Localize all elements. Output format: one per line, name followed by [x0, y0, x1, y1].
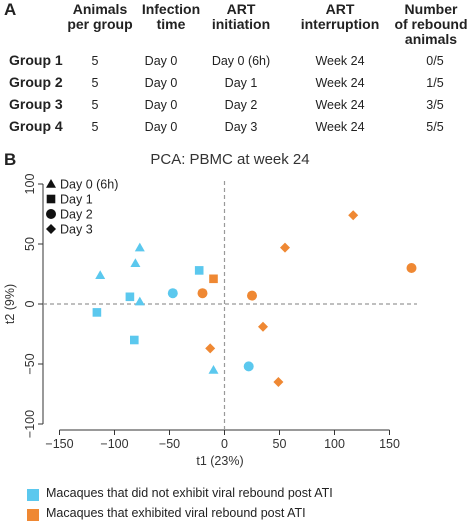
- data-point-square: [130, 335, 139, 345]
- y-axis-label: t2 (9%): [3, 284, 17, 324]
- cell-animals: 5: [91, 54, 99, 68]
- header-infection: Infection time: [131, 2, 211, 32]
- panel-a-label: A: [4, 0, 17, 19]
- x-tick-label: 100: [324, 437, 345, 451]
- cell-animals: 5: [91, 120, 99, 134]
- data-point-square: [194, 266, 204, 275]
- y-tick-label: 100: [23, 174, 37, 195]
- cell-rebound: 0/5: [426, 54, 444, 68]
- data-point-diamond: [273, 377, 284, 387]
- header-line: Infection: [141, 1, 201, 17]
- group-name: Group 4: [9, 118, 63, 134]
- y-tick-label: −50: [23, 353, 37, 374]
- shape-legend-circle-icon: [46, 209, 56, 219]
- data-point-square: [92, 308, 102, 317]
- data-point-diamond: [280, 242, 290, 253]
- data-point-diamond: [258, 321, 268, 332]
- x-tick-label: 0: [221, 437, 228, 451]
- group-name: Group 3: [9, 96, 63, 112]
- x-tick-label: 50: [273, 437, 287, 451]
- header-art-initiation: ART initiation: [196, 2, 286, 32]
- cell-art-initiation: Day 1: [224, 76, 258, 90]
- data-point-diamond: [205, 343, 216, 354]
- cell-art-initiation: Day 3: [224, 120, 258, 134]
- x-tick-label: −150: [45, 437, 73, 451]
- shape-legend-label: Day 2: [60, 208, 93, 222]
- data-point-diamond: [348, 210, 359, 221]
- data-point-triangle: [134, 296, 145, 306]
- cell-rebound: 5/5: [426, 120, 444, 134]
- data-point-circle: [247, 290, 257, 301]
- x-tick-label: 150: [379, 437, 400, 451]
- shape-legend-diamond-icon: [46, 224, 56, 234]
- cell-art-interruption: Week 24: [315, 54, 365, 68]
- header-rebound: Number of rebound animals: [388, 2, 474, 47]
- header-line: ART: [226, 1, 256, 17]
- data-point-circle: [167, 288, 178, 299]
- x-axis-label: t1 (23%): [196, 454, 243, 468]
- shape-legend-label: Day 3: [60, 223, 93, 237]
- legend-label-rebound: Macaques that exhibited viral rebound po…: [46, 506, 306, 520]
- x-tick-label: −100: [100, 437, 128, 451]
- cell-infection: Day 0: [144, 76, 178, 90]
- data-point-triangle: [95, 270, 106, 279]
- data-point-circle: [243, 361, 254, 372]
- shape-legend-square-icon: [46, 194, 56, 204]
- group-name: Group 2: [9, 74, 63, 90]
- data-point-circle: [197, 288, 208, 299]
- cell-art-interruption: Week 24: [315, 98, 365, 112]
- cell-rebound: 1/5: [426, 76, 444, 90]
- data-point-triangle: [208, 365, 219, 374]
- data-point-triangle: [130, 258, 141, 267]
- chart-title: PCA: PBMC at week 24: [150, 151, 309, 168]
- data-point-square: [209, 274, 218, 284]
- header-line: interruption: [300, 16, 380, 32]
- cell-rebound: 3/5: [426, 98, 444, 112]
- shape-legend-triangle-icon: [46, 179, 56, 188]
- data-point-square: [125, 292, 135, 302]
- legend-swatch-rebound: [27, 509, 39, 521]
- cell-art-interruption: Week 24: [315, 76, 365, 90]
- header-line: initiation: [211, 16, 271, 32]
- data-point-triangle: [134, 242, 145, 252]
- header-animals: Animals per group: [60, 2, 140, 32]
- header-line: Number: [404, 1, 458, 17]
- header-line: Animals: [72, 1, 128, 17]
- cell-art-initiation: Day 0 (6h): [211, 54, 271, 68]
- y-tick-label: −100: [23, 410, 37, 438]
- cell-infection: Day 0: [144, 54, 178, 68]
- header-line: time: [156, 16, 186, 32]
- header-line: of rebound: [394, 16, 468, 32]
- cell-art-interruption: Week 24: [315, 120, 365, 134]
- legend-swatch-no-rebound: [27, 489, 39, 501]
- data-point-circle: [406, 263, 417, 273]
- y-tick-label: 50: [23, 237, 37, 251]
- cell-art-initiation: Day 2: [224, 98, 258, 112]
- group-name: Group 1: [9, 52, 63, 68]
- y-tick-label: 0: [23, 300, 37, 307]
- cell-infection: Day 0: [144, 120, 178, 134]
- panel-b-label: B: [4, 150, 17, 169]
- shape-legend-label: Day 1: [60, 193, 93, 207]
- shape-legend-label: Day 0 (6h): [60, 178, 118, 192]
- header-line: per group: [67, 16, 133, 32]
- header-art-interruption: ART interruption: [290, 2, 390, 32]
- cell-animals: 5: [91, 76, 99, 90]
- header-line: animals: [404, 31, 458, 47]
- cell-infection: Day 0: [144, 98, 178, 112]
- x-tick-label: −50: [159, 437, 180, 451]
- cell-animals: 5: [91, 98, 99, 112]
- legend-label-no-rebound: Macaques that did not exhibit viral rebo…: [46, 486, 333, 500]
- header-line: ART: [325, 1, 355, 17]
